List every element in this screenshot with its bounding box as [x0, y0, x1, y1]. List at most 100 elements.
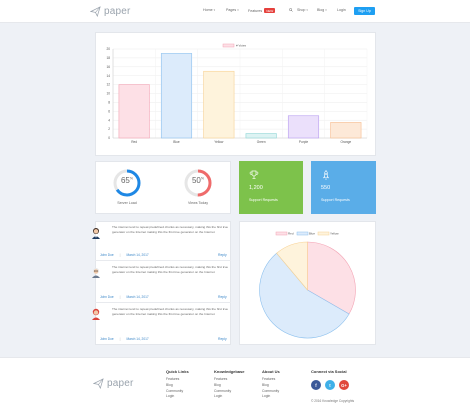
chevron-down-icon: ▾	[325, 8, 327, 12]
comment-author[interactable]: John Doe	[100, 337, 114, 341]
meta-separator: |	[119, 253, 121, 257]
nav-blog-label: Blog	[317, 8, 325, 12]
views-today-label: Views Today	[187, 201, 209, 205]
x-tick-label: Blue	[173, 140, 180, 144]
x-tick-label: Purple	[299, 140, 308, 144]
copyright: © 2016 Knowledge Copyrights	[311, 399, 355, 403]
comment-text: The internet tend to repeat predefined c…	[112, 265, 229, 275]
reply-link[interactable]: Reply	[218, 337, 227, 341]
footer-link[interactable]: Blog	[214, 382, 221, 387]
top-navbar	[0, 0, 470, 23]
footer-link[interactable]: Blog	[166, 382, 173, 387]
comment-date: March 14, 2017	[126, 337, 149, 341]
twitter-icon[interactable]: t	[325, 380, 335, 390]
support-requests-count: 550	[321, 185, 331, 191]
y-tick-label: 4	[108, 118, 110, 122]
bar-red	[118, 84, 150, 139]
avatar	[92, 228, 100, 239]
brand-name: paper	[107, 377, 134, 389]
comment-divider	[95, 302, 231, 303]
nav-blog[interactable]: Blog ▾	[317, 8, 327, 12]
facebook-icon[interactable]: f	[311, 380, 321, 390]
trophy-icon	[249, 170, 259, 179]
signup-button[interactable]: Sign Up	[354, 7, 375, 15]
legend-label: # Votes	[236, 44, 247, 48]
footer-link[interactable]: Blog	[262, 382, 269, 387]
footer-link[interactable]: Login	[214, 394, 223, 399]
footer-link[interactable]: Login	[166, 394, 175, 399]
meta-separator: |	[119, 337, 121, 341]
paper-plane-icon	[93, 377, 104, 389]
footer-link[interactable]: Features	[262, 377, 276, 381]
comment-date: March 14, 2017	[126, 253, 149, 257]
footer-link[interactable]: Login	[262, 394, 271, 399]
comment-author[interactable]: John Doe	[100, 253, 114, 257]
x-tick-label: Orange	[341, 140, 352, 144]
comment-meta: John Doe | March 14, 2017	[100, 253, 149, 257]
support-requests-tile-blue: 550 Support Requests	[311, 161, 376, 214]
y-tick-label: 0	[108, 136, 110, 140]
footer-link[interactable]: Community	[214, 388, 232, 393]
avatar	[92, 268, 100, 278]
footer-about: About Us Features Blog Community Login	[262, 369, 280, 400]
support-requests-label: Support Requests	[321, 198, 350, 202]
y-tick-label: 10	[106, 92, 110, 96]
footer-column-title: Quick Links	[166, 369, 189, 374]
legend-label: Red	[288, 232, 294, 236]
comment-author[interactable]: John Doe	[100, 295, 114, 299]
nav-shop[interactable]: Shop ▾	[297, 8, 308, 12]
support-requests-count: 1,200	[249, 185, 263, 191]
footer	[0, 357, 470, 414]
footer-link[interactable]: Community	[166, 388, 184, 393]
y-tick-label: 12	[106, 83, 110, 87]
pie-slice-blue	[259, 252, 350, 339]
y-tick-label: 2	[108, 127, 110, 131]
comment-divider	[95, 260, 231, 261]
chevron-down-icon: ▾	[306, 8, 308, 12]
chevron-down-icon: ▾	[237, 8, 239, 12]
footer-column-title: Connect via Social	[311, 369, 347, 374]
footer-link[interactable]: Features	[214, 377, 228, 381]
nav-login-label: Login	[337, 8, 346, 12]
comment-date: March 14, 2017	[126, 295, 149, 299]
nav-pages[interactable]: Pages ▾	[226, 8, 239, 12]
footer-link[interactable]: Community	[262, 388, 280, 393]
brand-name: paper	[104, 5, 131, 17]
nav-search[interactable]	[289, 8, 293, 12]
brand-logo[interactable]: paper	[90, 5, 131, 17]
legend-swatch	[275, 231, 288, 236]
y-tick-label: 14	[106, 74, 110, 78]
chevron-down-icon: ▾	[213, 8, 216, 12]
nav-login[interactable]: Login	[337, 8, 346, 12]
legend-swatch	[317, 231, 330, 236]
pie-slice-red	[307, 241, 356, 315]
legend-label: Yellow	[330, 232, 339, 236]
comment-meta: John Doe | March 14, 2017	[100, 295, 149, 299]
comments-card	[95, 221, 231, 345]
footer-logo[interactable]: paper	[93, 377, 134, 389]
server-load-value: 65%	[120, 176, 134, 185]
pie-chart: Red Blue Yellow	[259, 231, 356, 339]
views-today-value: 50%	[191, 176, 205, 185]
google-plus-icon[interactable]: G+	[339, 380, 349, 390]
legend-swatch	[296, 231, 309, 236]
comment-meta: John Doe | March 14, 2017	[100, 337, 149, 341]
reply-link[interactable]: Reply	[218, 295, 227, 299]
footer-link[interactable]: Features	[166, 377, 180, 381]
nav-features[interactable]: Features NEW	[248, 8, 276, 13]
y-tick-label: 18	[106, 56, 110, 60]
meta-separator: |	[119, 295, 121, 299]
new-badge: NEW	[264, 8, 276, 13]
reply-link[interactable]: Reply	[218, 253, 227, 257]
server-load-arc	[113, 169, 141, 197]
y-tick-label: 20	[106, 47, 110, 51]
nav-shop-label: Shop	[297, 8, 306, 12]
x-tick-label: Green	[257, 140, 266, 144]
rocket-icon	[322, 170, 330, 180]
views-today-arc	[184, 169, 212, 197]
nav-home[interactable]: Home ▾	[203, 8, 215, 12]
nav-pages-label: Pages	[226, 8, 237, 12]
y-tick-label: 16	[106, 65, 110, 69]
avatar	[92, 308, 100, 320]
y-tick-label: 8	[108, 101, 110, 105]
